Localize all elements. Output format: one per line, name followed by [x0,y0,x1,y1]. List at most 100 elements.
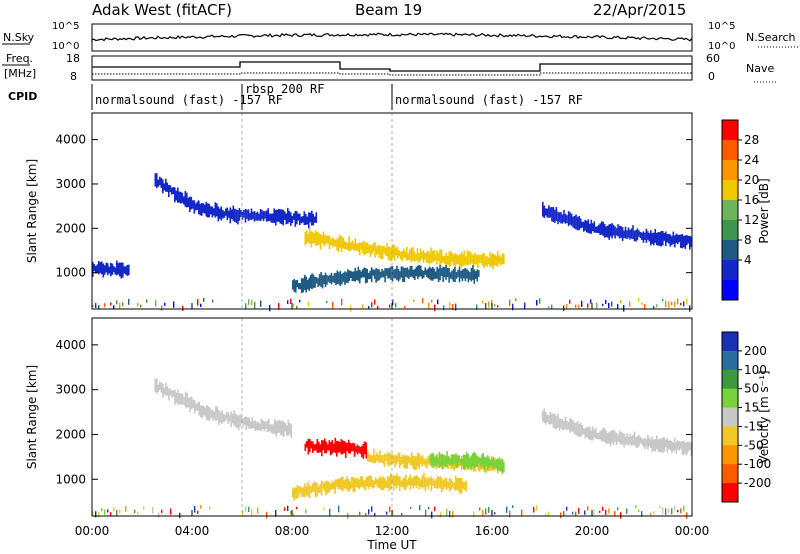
data-cell [295,280,297,293]
data-cell [409,457,411,465]
ground-scatter-cell [275,510,277,517]
data-cell [209,407,211,421]
data-cell [337,237,340,253]
data-cell [677,234,679,245]
ground-scatter-cell [617,304,619,310]
data-cell [315,277,318,284]
y-tick-label: 4000 [55,133,86,147]
data-cell [99,262,102,273]
data-cell [377,244,379,255]
data-cell [575,422,577,436]
data-cell [292,488,294,498]
data-cell [312,213,315,226]
data-cell [390,473,392,490]
data-cell [654,439,657,452]
station-title: Adak West (fitACF) [92,1,232,19]
ground-scatter-cell [638,298,640,302]
ground-scatter-cell [575,304,577,308]
data-cell [581,221,583,228]
data-cell [466,269,468,279]
data-cell [96,264,99,274]
data-cell [436,475,439,490]
data-cell [216,203,218,217]
ground-scatter-cell [284,507,286,511]
data-cell [333,273,336,283]
data-cell [227,411,229,425]
data-cell [566,420,568,431]
data-cell [390,266,392,280]
data-cell [477,459,480,471]
data-cell [422,249,425,263]
data-cell [383,453,386,467]
data-cell [680,234,682,248]
ground-scatter-cell [578,304,580,309]
data-cell [424,459,427,467]
data-cell [354,478,356,493]
data-cell [177,389,179,405]
ground-scatter-cell [242,510,244,516]
ground-scatter-cell [449,301,451,309]
data-cell [603,224,606,238]
data-cell [226,207,229,221]
ground-scatter-cell [506,506,508,513]
data-cell [563,421,565,431]
ground-scatter-cell [143,506,145,510]
ground-scatter-cell [392,510,394,515]
data-cell [450,478,452,490]
data-cell [669,234,672,247]
data-cell [241,211,244,220]
data-cell [418,265,421,277]
data-cell [312,231,314,244]
ground-scatter-cell [368,306,370,309]
data-cell [412,270,415,279]
ground-scatter-cell [623,305,625,312]
data-cell [336,440,338,457]
data-cell [485,457,487,467]
ground-scatter-cell [428,506,430,510]
ground-scatter-cell [251,299,253,305]
data-cell [180,191,182,204]
data-cell [690,442,693,456]
colorbar-tick-label: 200 [744,344,767,358]
y-tick-label: 1000 [55,266,86,280]
data-cell [338,272,340,285]
data-cell [354,238,357,251]
data-cell [674,235,676,248]
ground-scatter-cell [548,305,550,309]
data-cell [374,454,377,464]
data-cell [461,459,463,466]
data-cell [307,234,310,243]
data-cell [382,476,385,490]
data-cell [122,262,124,278]
ground-scatter-cell [377,305,379,310]
ground-scatter-cell [452,304,454,311]
data-cell [298,486,300,497]
ground-scatter-cell [602,506,604,511]
data-cell [457,269,459,278]
data-cell [584,219,586,231]
data-cell [345,479,347,489]
data-cell [157,179,160,187]
data-cell [372,269,374,276]
ground-scatter-cell [590,299,592,304]
ground-scatter-cell [389,304,391,308]
ground-scatter-cell [308,301,310,307]
data-cell [394,269,397,279]
data-cell [307,438,310,455]
data-cell [254,420,257,431]
ground-scatter-cell [161,305,163,311]
data-cell [184,391,187,408]
data-cell [417,265,419,280]
ground-scatter-cell [104,303,106,308]
data-cell [612,429,615,445]
data-cell [314,276,316,288]
data-cell [299,283,301,290]
data-cell [405,268,407,277]
cpid-segment-label: rbsp 200 RF [245,82,324,96]
ground-scatter-cell [134,509,136,514]
data-cell [206,405,208,420]
data-cell [403,455,405,468]
data-cell [101,261,103,275]
data-cell [409,474,412,490]
data-cell [417,476,419,486]
